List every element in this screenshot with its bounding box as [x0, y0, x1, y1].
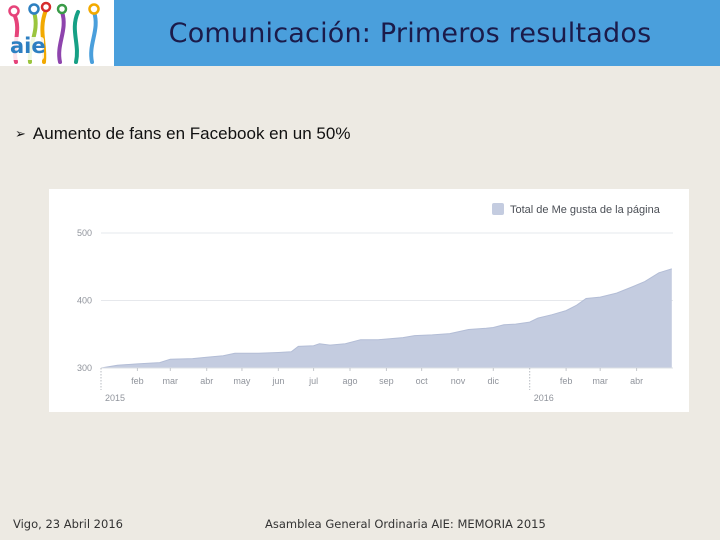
- month-tick-label: jun: [271, 376, 284, 386]
- month-tick-label: nov: [451, 376, 466, 386]
- aie-logo: aie: [0, 0, 114, 66]
- y-tick-label: 300: [77, 363, 92, 373]
- month-tick-label: oct: [416, 376, 429, 386]
- bullet-item: ➢ Aumento de fans en Facebook en un 50%: [15, 124, 350, 144]
- likes-chart-card: 300 400 500 feb mar abr may jun jul ago sep oct nov d…: [49, 189, 689, 412]
- legend-swatch: [492, 203, 504, 215]
- month-tick-label: ago: [342, 376, 357, 386]
- footer-event: Asamblea General Ordinaria AIE: MEMORIA …: [265, 517, 546, 531]
- month-tick-label: feb: [560, 376, 573, 386]
- bullet-text: Aumento de fans en Facebook en un 50%: [32, 124, 351, 143]
- arrow-bullet-icon: ➢: [15, 126, 26, 141]
- year-tick-label: 2016: [534, 393, 554, 403]
- month-tick-label: mar: [163, 376, 179, 386]
- aie-logo-graphic: [6, 1, 100, 64]
- month-tick-label: feb: [131, 376, 144, 386]
- year-tick-label: 2015: [105, 393, 125, 403]
- month-tick-label: may: [233, 376, 251, 386]
- month-tick-label: jul: [308, 376, 318, 386]
- y-tick-label: 500: [77, 228, 92, 238]
- month-tick-label: abr: [200, 376, 213, 386]
- month-tick-label: mar: [592, 376, 608, 386]
- month-tick-label: dic: [488, 376, 500, 386]
- footer-date: Vigo, 23 Abril 2016: [13, 517, 123, 531]
- slide-title: Comunicación: Primeros resultados: [168, 17, 652, 49]
- aie-logo-text: aie: [10, 34, 46, 58]
- slide-header: aie Comunicación: Primeros resultados: [0, 0, 720, 66]
- legend-label: Total de Me gusta de la página: [510, 204, 661, 216]
- month-tick-label: abr: [630, 376, 643, 386]
- likes-area-series: [101, 268, 672, 368]
- likes-area-chart: 300 400 500 feb mar abr may jun jul ago sep oct nov d…: [77, 203, 673, 403]
- month-tick-label: sep: [379, 376, 394, 386]
- likes-series-line: [100, 268, 672, 369]
- y-tick-label: 400: [77, 296, 92, 306]
